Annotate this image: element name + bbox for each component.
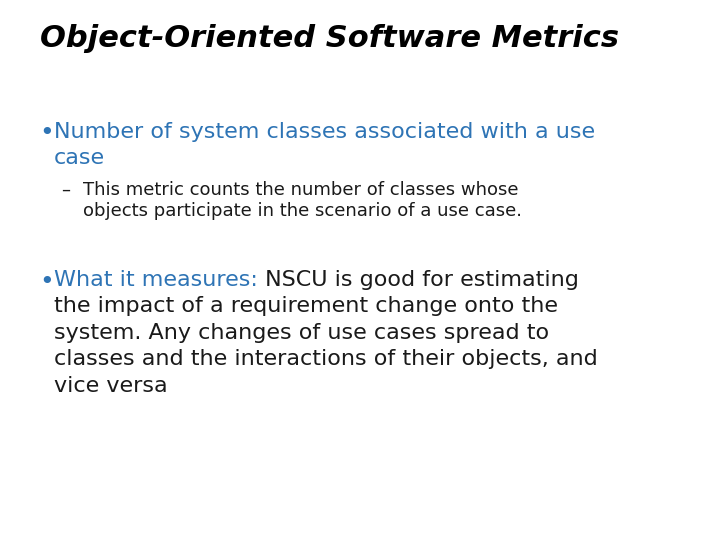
- Text: Number of system classes associated with a use: Number of system classes associated with…: [54, 122, 595, 141]
- Text: NSCU is good for estimating: NSCU is good for estimating: [258, 270, 579, 290]
- Text: case: case: [54, 148, 105, 168]
- Text: system. Any changes of use cases spread to: system. Any changes of use cases spread …: [54, 323, 549, 343]
- Text: Object-Oriented Software Metrics: Object-Oriented Software Metrics: [40, 24, 618, 53]
- Text: •: •: [40, 270, 54, 294]
- Text: the impact of a requirement change onto the: the impact of a requirement change onto …: [54, 296, 558, 316]
- Text: objects participate in the scenario of a use case.: objects participate in the scenario of a…: [83, 202, 522, 220]
- Text: •: •: [40, 122, 54, 145]
- Text: classes and the interactions of their objects, and: classes and the interactions of their ob…: [54, 349, 598, 369]
- Text: –: –: [61, 181, 71, 199]
- Text: vice versa: vice versa: [54, 376, 168, 396]
- Text: This metric counts the number of classes whose: This metric counts the number of classes…: [83, 181, 518, 199]
- Text: What it measures:: What it measures:: [54, 270, 258, 290]
